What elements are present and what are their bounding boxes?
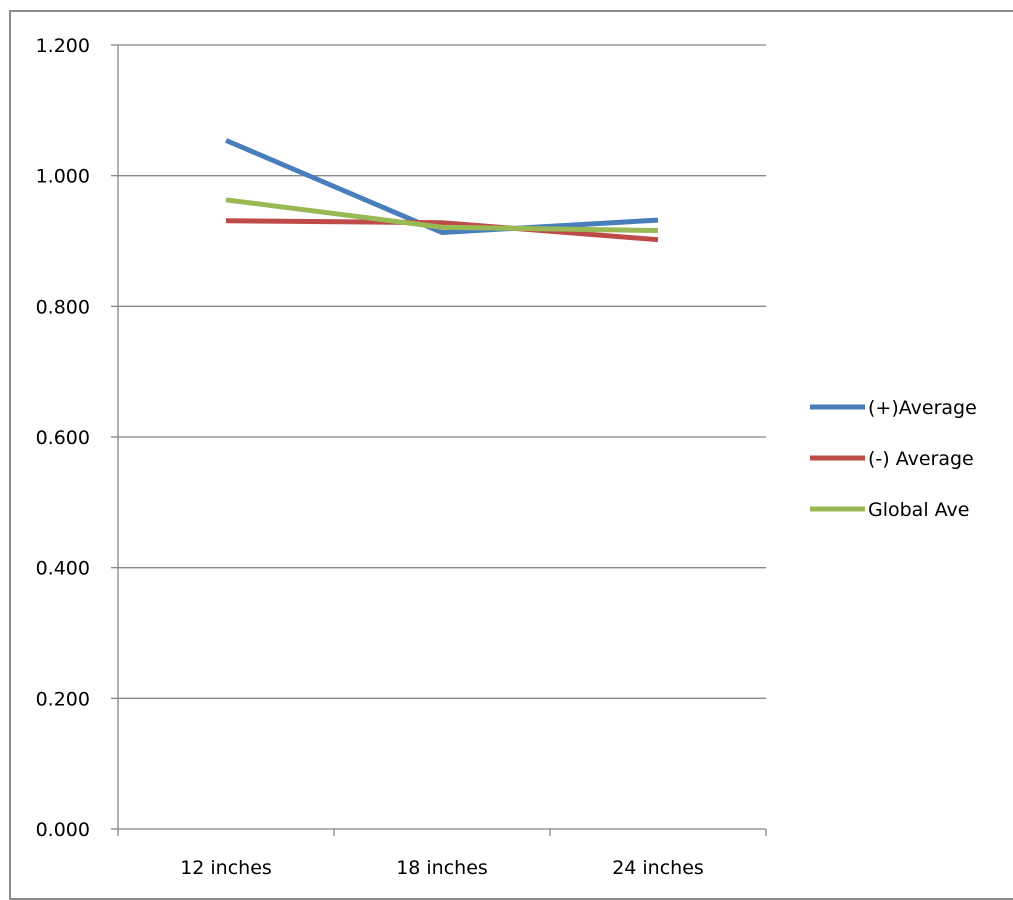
x-tick-label: 24 inches bbox=[612, 857, 704, 879]
chart-frame bbox=[9, 10, 1013, 900]
series-line bbox=[225, 197, 659, 234]
gridlines bbox=[118, 44, 766, 699]
x-tick-label: 18 inches bbox=[396, 857, 488, 879]
legend: (+)Average (-) Average Global Ave bbox=[810, 397, 977, 521]
y-tick-label: 0.400 bbox=[36, 558, 90, 580]
legend-label: (+)Average bbox=[868, 397, 977, 419]
y-tick-label: 1.200 bbox=[36, 35, 90, 57]
series-lines bbox=[225, 138, 659, 243]
series-line bbox=[225, 218, 659, 243]
y-tick-label: 1.000 bbox=[36, 166, 90, 188]
legend-label: Global Ave bbox=[868, 499, 969, 521]
x-axis-tick-labels: 12 inches 18 inches 24 inches bbox=[180, 857, 704, 879]
y-tick-label: 0.800 bbox=[36, 296, 90, 318]
y-tick-label: 0.600 bbox=[36, 427, 90, 449]
y-tick-label: 0.200 bbox=[36, 688, 90, 710]
series-line bbox=[225, 138, 659, 236]
axes bbox=[111, 44, 767, 836]
y-tick-label: 0.000 bbox=[36, 819, 90, 841]
legend-label: (-) Average bbox=[868, 448, 974, 470]
y-axis-tick-labels: 0.000 0.200 0.400 0.600 0.800 1.000 1.200 bbox=[36, 35, 90, 841]
x-tick-label: 12 inches bbox=[180, 857, 272, 879]
